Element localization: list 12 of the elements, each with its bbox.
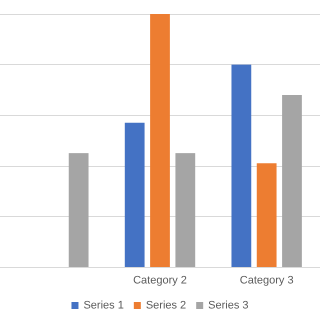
legend-label: Series 3: [208, 300, 249, 312]
bar: [175, 153, 196, 267]
x-tick-label: Category 3: [240, 274, 294, 286]
bar: [124, 122, 145, 267]
bar: [150, 14, 170, 267]
x-tick-label: Category 2: [133, 274, 187, 286]
bar: [256, 163, 277, 267]
bar: [231, 64, 252, 267]
legend-label: Series 2: [146, 300, 186, 312]
bar: [282, 94, 302, 267]
bar: [68, 153, 89, 267]
legend-label: Series 1: [83, 300, 124, 312]
